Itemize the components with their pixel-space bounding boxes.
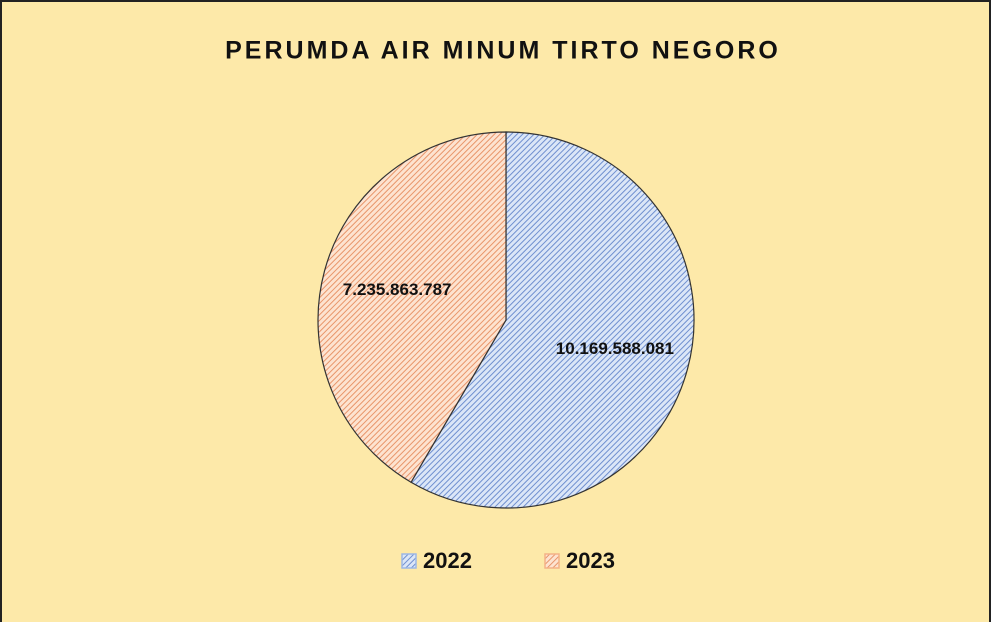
legend-label: 2023	[566, 548, 615, 573]
legend-swatch	[401, 553, 417, 569]
legend-swatch	[544, 553, 560, 569]
legend: 2022 2023	[401, 548, 615, 573]
data-label: 10.169.588.081	[556, 339, 674, 358]
pie-slice	[317, 131, 507, 484]
pie-slice	[410, 131, 695, 509]
chart-title: PERUMDA AIR MINUM TIRTO NEGORO	[225, 37, 781, 65]
legend-label: 2022	[423, 548, 472, 573]
pie: 10.169.588.081 7.235.863.787	[317, 131, 695, 509]
data-label: 7.235.863.787	[343, 280, 452, 299]
